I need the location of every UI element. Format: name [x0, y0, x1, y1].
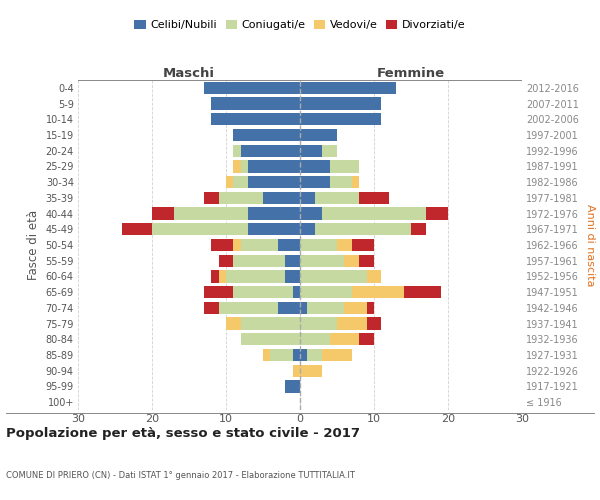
Bar [337, 318, 367, 330]
Bar [152, 208, 174, 220]
Bar [204, 286, 233, 298]
Bar [248, 223, 300, 235]
Bar [241, 144, 300, 157]
Bar [300, 286, 352, 298]
Bar [152, 223, 248, 235]
Bar [226, 318, 241, 330]
Bar [322, 144, 337, 157]
Bar [300, 82, 396, 94]
Text: Maschi: Maschi [163, 67, 215, 80]
Bar [329, 176, 352, 188]
Bar [218, 192, 263, 204]
Bar [241, 333, 300, 345]
Bar [233, 254, 285, 267]
Bar [233, 286, 293, 298]
Bar [248, 176, 300, 188]
Bar [322, 208, 426, 220]
Bar [352, 239, 374, 251]
Bar [300, 192, 315, 204]
Bar [241, 239, 278, 251]
Bar [300, 349, 307, 361]
Bar [352, 176, 359, 188]
Bar [359, 333, 374, 345]
Bar [204, 302, 218, 314]
Bar [329, 333, 359, 345]
Bar [300, 364, 322, 377]
Bar [263, 349, 271, 361]
Bar [211, 98, 300, 110]
Bar [337, 239, 352, 251]
Text: Femmine: Femmine [377, 67, 445, 80]
Bar [300, 333, 329, 345]
Bar [293, 286, 300, 298]
Bar [300, 144, 322, 157]
Bar [344, 302, 367, 314]
Bar [300, 239, 337, 251]
Bar [367, 302, 374, 314]
Bar [233, 239, 241, 251]
Bar [285, 380, 300, 392]
Bar [300, 318, 337, 330]
Bar [226, 176, 233, 188]
Bar [367, 270, 382, 282]
Bar [271, 349, 293, 361]
Bar [300, 160, 329, 172]
Legend: Celibi/Nubili, Coniugati/e, Vedovi/e, Divorziati/e: Celibi/Nubili, Coniugati/e, Vedovi/e, Di… [130, 16, 470, 35]
Text: COMUNE DI PRIERO (CN) - Dati ISTAT 1° gennaio 2017 - Elaborazione TUTTITALIA.IT: COMUNE DI PRIERO (CN) - Dati ISTAT 1° ge… [6, 471, 355, 480]
Bar [426, 208, 448, 220]
Bar [218, 254, 233, 267]
Bar [233, 160, 241, 172]
Bar [211, 270, 218, 282]
Bar [300, 113, 382, 126]
Bar [233, 129, 300, 141]
Bar [278, 239, 300, 251]
Bar [174, 208, 248, 220]
Bar [226, 270, 285, 282]
Bar [404, 286, 440, 298]
Bar [278, 302, 300, 314]
Bar [241, 160, 248, 172]
Bar [248, 160, 300, 172]
Bar [315, 192, 359, 204]
Bar [307, 349, 322, 361]
Bar [344, 254, 359, 267]
Bar [211, 113, 300, 126]
Y-axis label: Fasce di età: Fasce di età [27, 210, 40, 280]
Bar [300, 270, 367, 282]
Bar [233, 144, 241, 157]
Bar [122, 223, 152, 235]
Bar [285, 254, 300, 267]
Bar [322, 349, 352, 361]
Bar [300, 98, 382, 110]
Bar [241, 318, 300, 330]
Bar [411, 223, 426, 235]
Bar [352, 286, 404, 298]
Bar [300, 302, 307, 314]
Bar [329, 160, 359, 172]
Bar [204, 82, 300, 94]
Bar [300, 176, 329, 188]
Bar [263, 192, 300, 204]
Text: Popolazione per età, sesso e stato civile - 2017: Popolazione per età, sesso e stato civil… [6, 427, 360, 440]
Y-axis label: Anni di nascita: Anni di nascita [584, 204, 595, 286]
Bar [293, 349, 300, 361]
Bar [218, 270, 226, 282]
Bar [300, 223, 315, 235]
Bar [293, 364, 300, 377]
Bar [315, 223, 411, 235]
Bar [211, 239, 233, 251]
Bar [300, 254, 344, 267]
Bar [285, 270, 300, 282]
Bar [218, 302, 278, 314]
Bar [233, 176, 248, 188]
Bar [300, 129, 337, 141]
Bar [367, 318, 382, 330]
Bar [307, 302, 344, 314]
Bar [300, 208, 322, 220]
Bar [248, 208, 300, 220]
Bar [359, 192, 389, 204]
Bar [204, 192, 218, 204]
Bar [359, 254, 374, 267]
